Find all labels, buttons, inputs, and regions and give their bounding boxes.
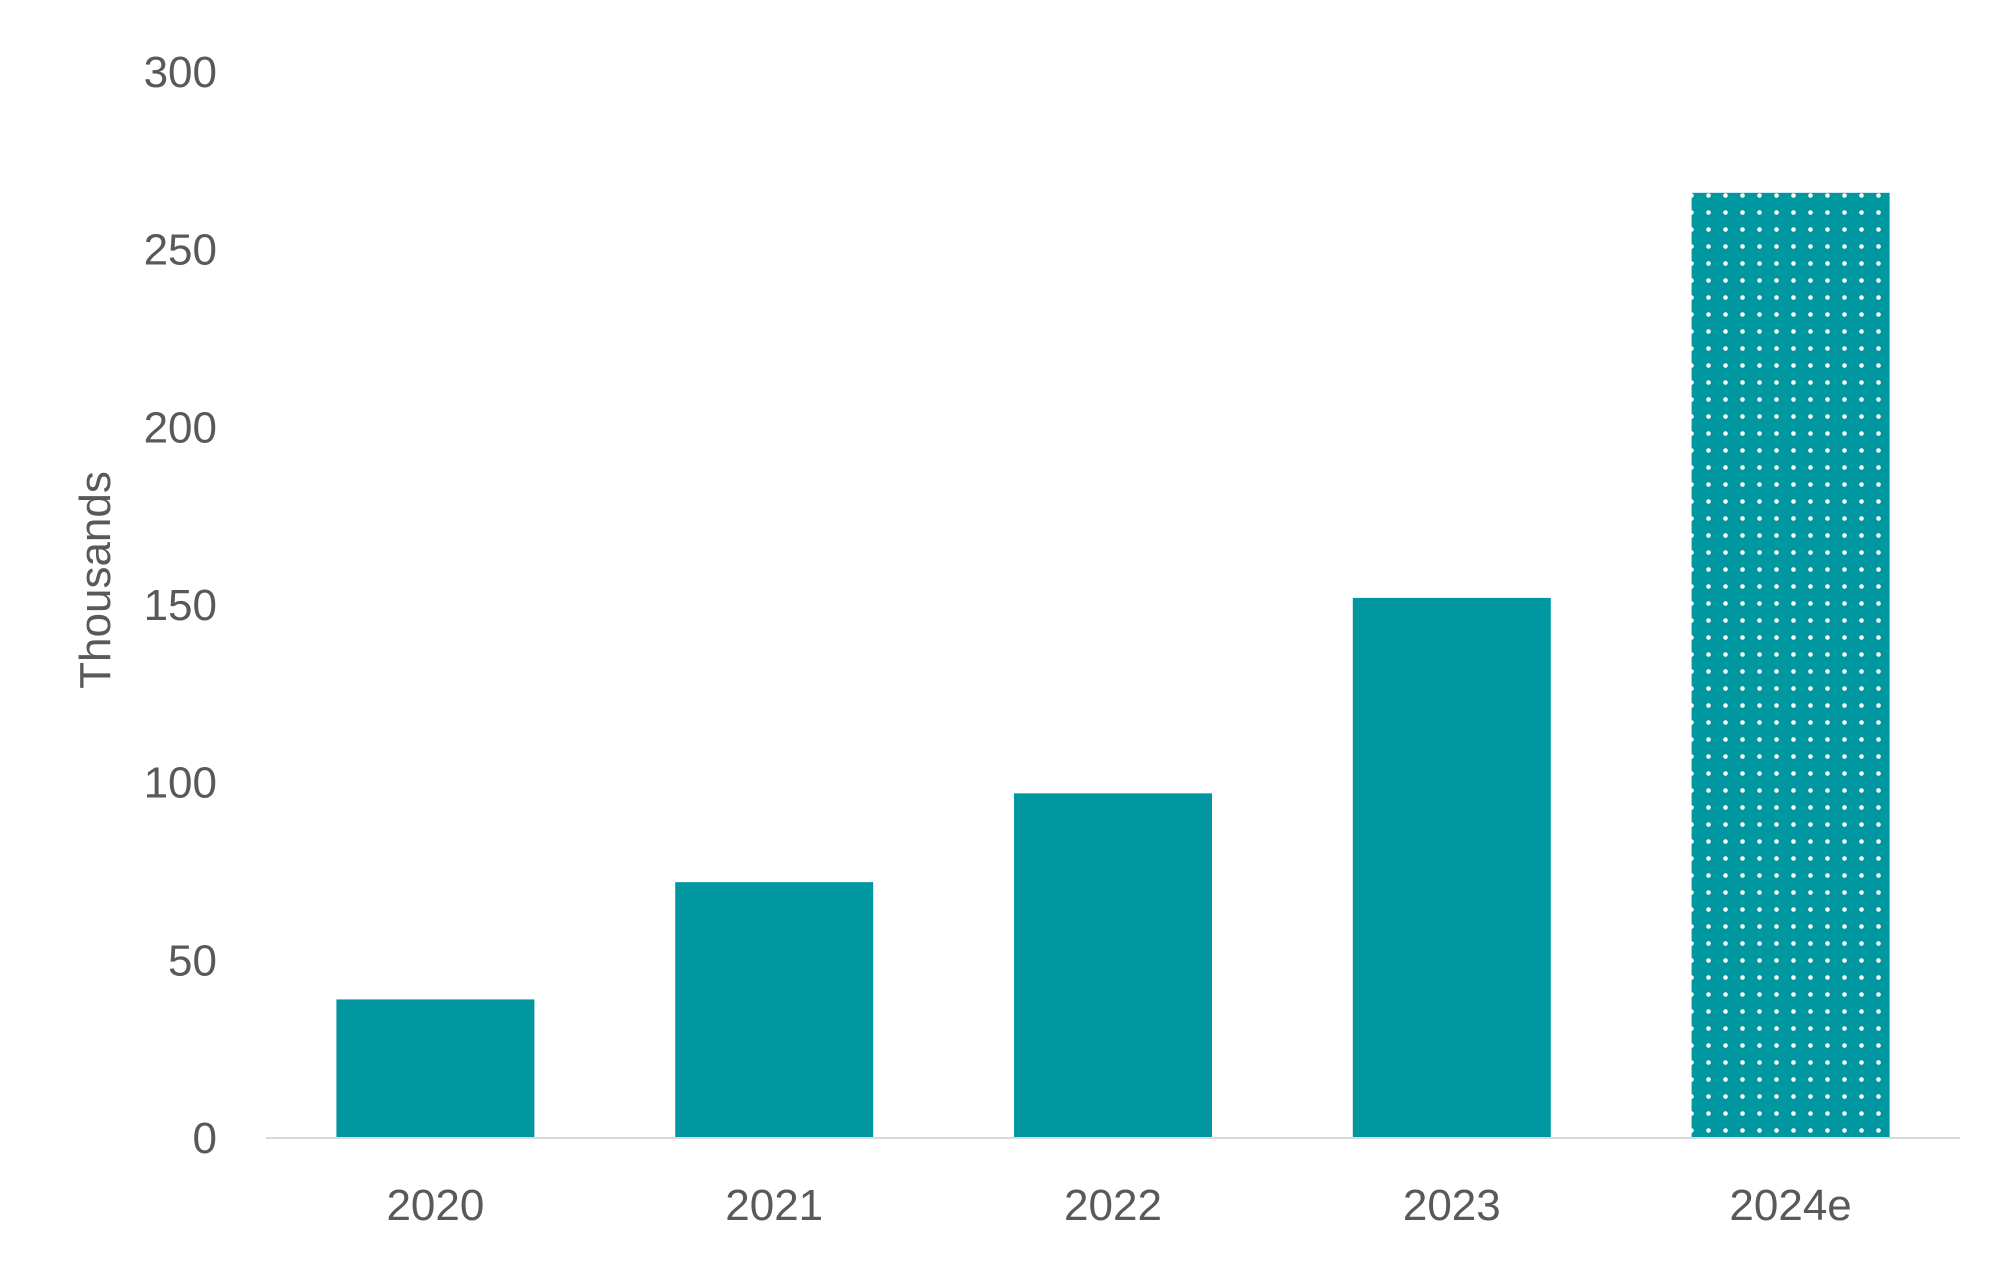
y-axis-tick-labels: 0 50 100 150 200 250 300: [144, 48, 217, 1163]
y-tick-label: 0: [193, 1114, 217, 1163]
bar: [675, 882, 874, 1138]
bar-estimate: [1691, 192, 1890, 1138]
y-axis-title: Thousands: [71, 471, 120, 689]
x-axis-tick-labels: 2020 2021 2022 2023 2024e: [386, 1181, 1851, 1230]
x-tick-label: 2020: [386, 1181, 484, 1230]
y-tick-label: 200: [144, 403, 217, 452]
bar: [336, 999, 535, 1138]
y-tick-label: 250: [144, 226, 217, 275]
x-tick-label: 2024e: [1729, 1181, 1851, 1230]
x-tick-label: 2023: [1403, 1181, 1501, 1230]
bar: [1014, 793, 1212, 1138]
y-tick-label: 100: [144, 759, 217, 808]
y-tick-label: 50: [168, 936, 217, 985]
y-tick-label: 150: [144, 581, 217, 630]
bar: [1352, 597, 1551, 1138]
bars: [336, 192, 1890, 1138]
y-tick-label: 300: [144, 48, 217, 97]
x-tick-label: 2021: [725, 1181, 823, 1230]
x-tick-label: 2022: [1064, 1181, 1162, 1230]
